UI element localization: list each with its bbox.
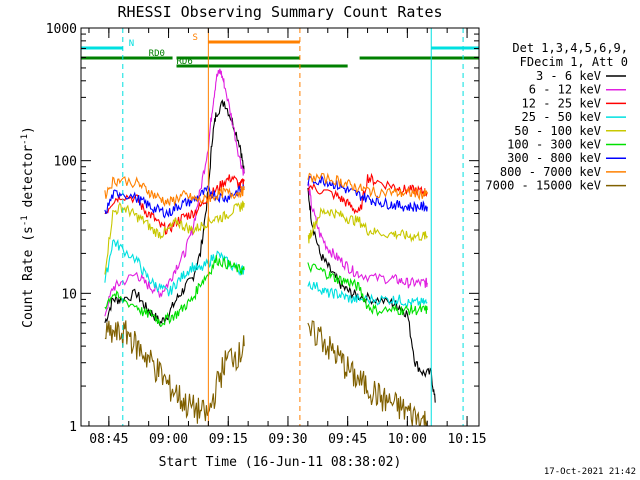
series-line-seg2 xyxy=(307,206,428,244)
series-line-seg1 xyxy=(104,183,245,219)
y-tick-label: 10 xyxy=(61,287,77,302)
x-tick-label: 10:00 xyxy=(388,432,427,447)
y-tick-label: 100 xyxy=(54,155,77,170)
series-line-seg1 xyxy=(104,99,245,327)
series-line-seg1 xyxy=(104,320,245,424)
series-line-seg2 xyxy=(307,187,436,403)
series-line-seg2 xyxy=(307,181,428,289)
y-label-mid: detector xyxy=(21,145,36,216)
y-label-end: ) xyxy=(21,126,36,134)
series-lines xyxy=(104,68,436,426)
series-line-seg1 xyxy=(104,200,245,275)
series-line-seg1 xyxy=(104,238,245,297)
series-line-seg2 xyxy=(307,280,428,309)
legend: Det 1,3,4,5,6,9, FDecim 1, Att 0 3 - 6 k… xyxy=(485,41,628,193)
flag-label: N xyxy=(129,39,134,49)
legend-entry-label: 6 - 12 keV xyxy=(529,83,601,97)
y-tick-label: 1000 xyxy=(46,22,77,37)
legend-entry-label: 3 - 6 keV xyxy=(536,69,601,83)
series-1 xyxy=(104,68,428,317)
chart-title: RHESSI Observing Summary Count Rates xyxy=(117,3,442,21)
y-label-sup1: -1 xyxy=(20,215,30,226)
series-line-seg2 xyxy=(307,320,428,426)
x-tick-label: 08:45 xyxy=(89,432,128,447)
legend-entry-label: 25 - 50 keV xyxy=(522,110,601,124)
series-line-seg2 xyxy=(307,174,428,213)
flag-label: RD0 xyxy=(149,49,165,59)
series-line-seg1 xyxy=(104,176,245,207)
series-line-seg1 xyxy=(104,255,245,328)
y-axis-ticks: 1 10 100 1000 xyxy=(46,22,479,435)
series-line-seg2 xyxy=(307,262,428,317)
series-4 xyxy=(104,200,428,275)
x-tick-label: 09:30 xyxy=(268,432,307,447)
legend-entry-label: 12 - 25 keV xyxy=(522,96,601,110)
series-0 xyxy=(104,99,436,403)
plot-frame xyxy=(80,27,480,427)
legend-entry-label: 100 - 300 keV xyxy=(507,138,601,152)
y-tick-label: 1 xyxy=(69,420,77,435)
legend-header-2: FDecim 1, Att 0 xyxy=(520,55,628,69)
series-7 xyxy=(104,172,428,207)
x-tick-label: 09:45 xyxy=(328,432,367,447)
flag-label: RD6 xyxy=(177,57,193,67)
legend-entry-label: 800 - 7000 keV xyxy=(500,165,601,179)
y-label-main: Count Rate (s xyxy=(21,226,36,328)
series-5 xyxy=(104,255,428,328)
y-label-sup2: -1 xyxy=(20,134,30,145)
gap-markers xyxy=(80,28,464,426)
legend-entry-label: 300 - 800 keV xyxy=(507,151,601,165)
x-tick-label: 09:00 xyxy=(149,432,188,447)
series-3 xyxy=(104,238,428,309)
x-tick-label: 10:15 xyxy=(447,432,486,447)
series-6 xyxy=(104,174,428,219)
y-axis-label: Count Rate (s-1 detector-1) xyxy=(20,126,36,328)
generated-timestamp: 17-Oct-2021 21:42 xyxy=(544,467,636,477)
flag-label: S xyxy=(192,33,197,43)
flag-bars: N RD0 RD6 S xyxy=(81,33,479,68)
legend-header-1: Det 1,3,4,5,6,9, xyxy=(512,41,628,55)
x-axis-label: Start Time (16-Jun-11 08:38:02) xyxy=(159,455,402,470)
x-tick-label: 09:15 xyxy=(209,432,248,447)
legend-entry-label: 7000 - 15000 keV xyxy=(485,179,601,193)
series-line-seg2 xyxy=(307,172,428,201)
x-axis-ticks: 08:45 09:00 09:15 09:30 09:45 10:00 10:15 xyxy=(88,28,487,447)
series-line-seg1 xyxy=(104,68,245,317)
legend-entry-label: 50 - 100 keV xyxy=(514,124,601,138)
series-8 xyxy=(104,320,428,426)
